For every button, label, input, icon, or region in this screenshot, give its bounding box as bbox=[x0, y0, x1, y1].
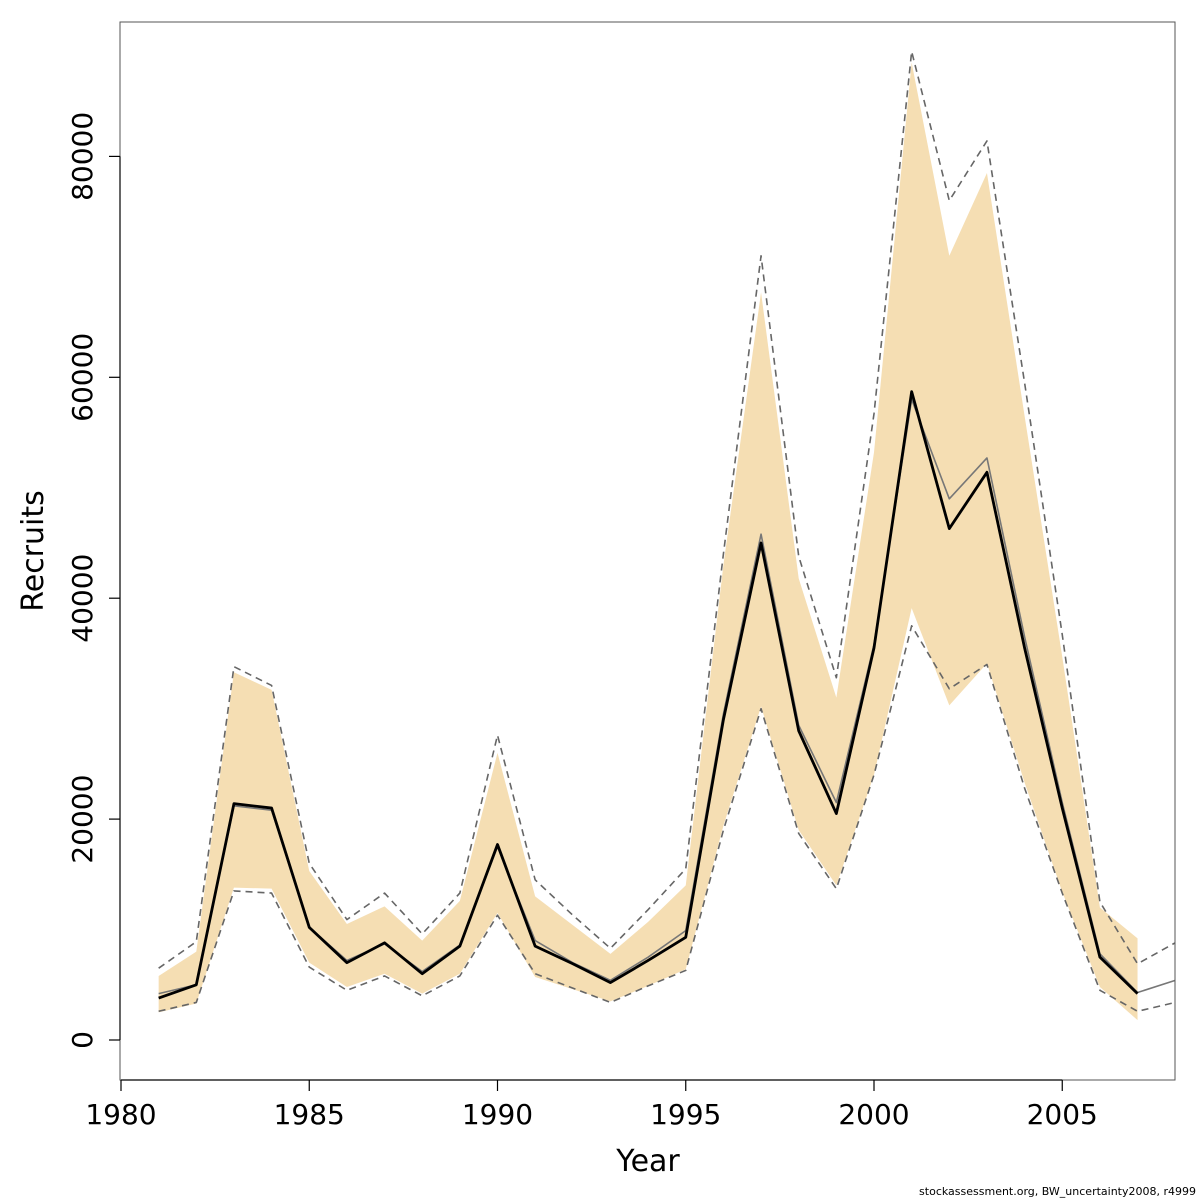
x-axis-title: Year bbox=[615, 1144, 680, 1179]
x-axis: 1980 1985 1990 1995 2000 2005 bbox=[85, 1079, 1098, 1131]
y-tick-label: 0 bbox=[66, 1031, 99, 1049]
y-axis: 0 20000 40000 60000 80000 bbox=[66, 112, 121, 1049]
x-tick-label: 1990 bbox=[462, 1098, 533, 1131]
x-tick-label: 2000 bbox=[838, 1098, 909, 1131]
x-tick-label: 1995 bbox=[650, 1098, 721, 1131]
footer-credit: stockassessment.org, BW_uncertainty2008,… bbox=[919, 1185, 1196, 1198]
x-tick-label: 1985 bbox=[274, 1098, 345, 1131]
y-tick-label: 20000 bbox=[66, 775, 99, 864]
series-lines-layer bbox=[158, 50, 1176, 1013]
x-tick-label: 1980 bbox=[85, 1098, 156, 1131]
x-tick-label: 2005 bbox=[1027, 1098, 1098, 1131]
y-tick-label: 60000 bbox=[66, 333, 99, 422]
median-line bbox=[158, 390, 1139, 1000]
upper-dashed-line bbox=[158, 50, 1176, 969]
y-axis-title: Recruits bbox=[16, 490, 51, 612]
confidence-band-layer bbox=[158, 62, 1138, 1021]
y-tick-label: 40000 bbox=[66, 554, 99, 643]
y-tick-label: 80000 bbox=[66, 112, 99, 201]
confidence-band bbox=[158, 62, 1138, 1021]
